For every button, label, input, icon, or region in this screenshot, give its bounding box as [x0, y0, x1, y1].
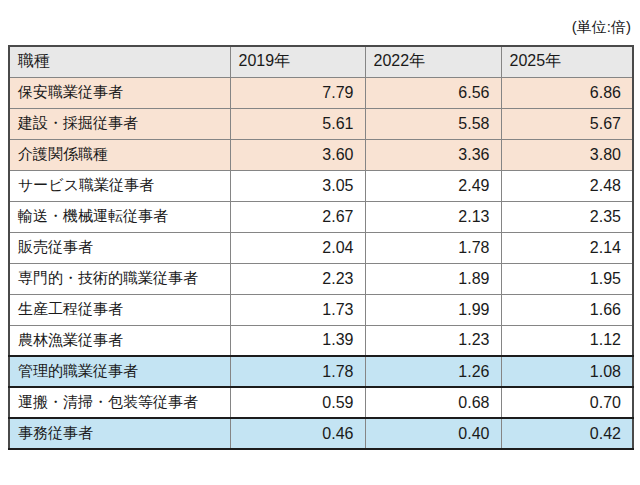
- occupation-label: 輸送・機械運転従事者: [9, 201, 230, 232]
- ratio-value: 1.08: [501, 356, 633, 387]
- ratio-value: 0.46: [230, 418, 365, 449]
- ratio-value: 7.79: [230, 77, 365, 108]
- table-row: 生産工程従事者1.731.991.66: [9, 294, 633, 325]
- ratio-value: 1.78: [365, 232, 501, 263]
- table-row: 農林漁業従事者1.391.231.12: [9, 325, 633, 356]
- column-header-year: 2022年: [365, 46, 501, 77]
- ratio-value: 1.73: [230, 294, 365, 325]
- table-row: 介護関係職種3.603.363.80: [9, 139, 633, 170]
- occupation-label: 建設・採掘従事者: [9, 108, 230, 139]
- ratio-value: 5.61: [230, 108, 365, 139]
- table-row: 販売従事者2.041.782.14: [9, 232, 633, 263]
- occupation-label: 運搬・清掃・包装等従事者: [9, 387, 230, 418]
- ratio-value: 6.86: [501, 77, 633, 108]
- table-row: 専門的・技術的職業従事者2.231.891.95: [9, 263, 633, 294]
- ratio-value: 2.35: [501, 201, 633, 232]
- header-row: 職種2019年2022年2025年: [9, 46, 633, 77]
- ratio-value: 3.60: [230, 139, 365, 170]
- ratio-value: 6.56: [365, 77, 501, 108]
- ratio-value: 0.59: [230, 387, 365, 418]
- ratio-value: 3.80: [501, 139, 633, 170]
- ratio-value: 1.12: [501, 325, 633, 356]
- ratio-value: 5.58: [365, 108, 501, 139]
- table-row: 輸送・機械運転従事者2.672.132.35: [9, 201, 633, 232]
- ratio-value: 3.05: [230, 170, 365, 201]
- occupation-label: 専門的・技術的職業従事者: [9, 263, 230, 294]
- column-header-year: 2025年: [501, 46, 633, 77]
- ratio-value: 1.23: [365, 325, 501, 356]
- column-header-occupation: 職種: [9, 46, 230, 77]
- ratio-value: 0.42: [501, 418, 633, 449]
- ratio-value: 0.70: [501, 387, 633, 418]
- ratio-value: 1.95: [501, 263, 633, 294]
- ratio-value: 1.78: [230, 356, 365, 387]
- table-row: 建設・採掘従事者5.615.585.67: [9, 108, 633, 139]
- occupation-label: 販売従事者: [9, 232, 230, 263]
- ratio-value: 2.23: [230, 263, 365, 294]
- ratio-value: 1.39: [230, 325, 365, 356]
- table-row: 保安職業従事者7.796.566.86: [9, 77, 633, 108]
- job-openings-ratio-table: 職種2019年2022年2025年 保安職業従事者7.796.566.86建設・…: [8, 45, 634, 450]
- occupation-label: サービス職業従事者: [9, 170, 230, 201]
- ratio-value: 2.13: [365, 201, 501, 232]
- occupation-label: 保安職業従事者: [9, 77, 230, 108]
- occupation-label: 事務従事者: [9, 418, 230, 449]
- table-row: 運搬・清掃・包装等従事者0.590.680.70: [9, 387, 633, 418]
- table-row: 事務従事者0.460.400.42: [9, 418, 633, 449]
- occupation-label: 管理的職業従事者: [9, 356, 230, 387]
- ratio-value: 2.48: [501, 170, 633, 201]
- ratio-value: 1.99: [365, 294, 501, 325]
- ratio-value: 2.14: [501, 232, 633, 263]
- ratio-value: 2.49: [365, 170, 501, 201]
- occupation-label: 生産工程従事者: [9, 294, 230, 325]
- ratio-value: 0.40: [365, 418, 501, 449]
- ratio-value: 1.26: [365, 356, 501, 387]
- unit-label: (単位:倍): [572, 17, 631, 37]
- table-row: 管理的職業従事者1.781.261.08: [9, 356, 633, 387]
- ratio-value: 1.66: [501, 294, 633, 325]
- ratio-value: 2.67: [230, 201, 365, 232]
- ratio-value: 3.36: [365, 139, 501, 170]
- column-header-year: 2019年: [230, 46, 365, 77]
- occupation-label: 介護関係職種: [9, 139, 230, 170]
- ratio-value: 2.04: [230, 232, 365, 263]
- ratio-value: 1.89: [365, 263, 501, 294]
- ratio-value: 5.67: [501, 108, 633, 139]
- occupation-label: 農林漁業従事者: [9, 325, 230, 356]
- table-body: 保安職業従事者7.796.566.86建設・採掘従事者5.615.585.67介…: [9, 77, 633, 449]
- table-row: サービス職業従事者3.052.492.48: [9, 170, 633, 201]
- ratio-value: 0.68: [365, 387, 501, 418]
